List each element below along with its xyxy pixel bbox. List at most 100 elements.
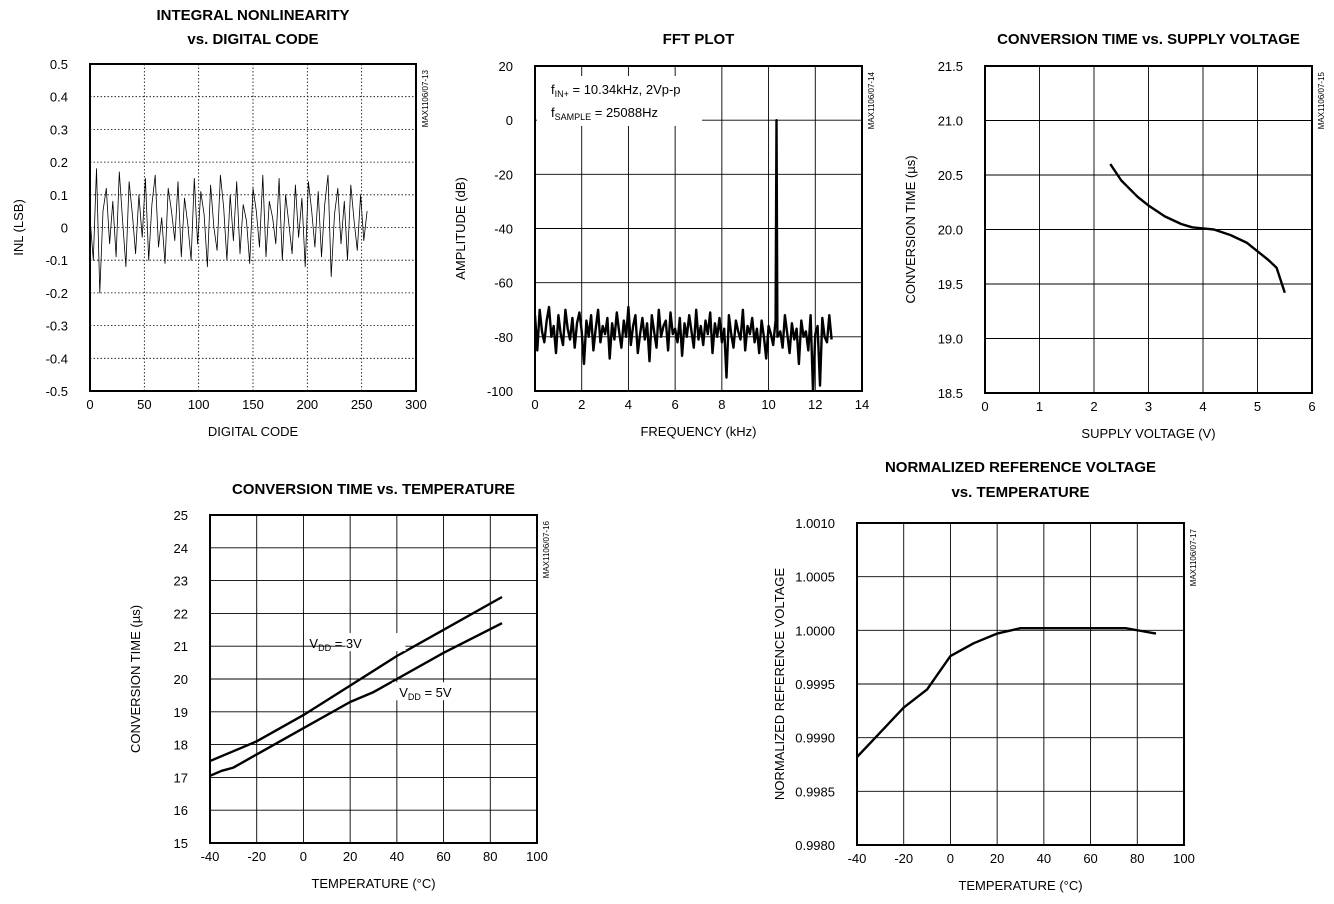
x-tick-label: 6 [1308, 399, 1315, 414]
chart-inl: INTEGRAL NONLINEARITY vs. DIGITAL CODE 0 50… [11, 7, 430, 439]
x-tick-label: 8 [718, 397, 725, 412]
x-axis-label: TEMPERATURE (°C) [958, 878, 1082, 893]
x-tick-label: 100 [526, 849, 548, 864]
series-line-1 [535, 118, 833, 391]
y-tick-label: 22 [174, 606, 188, 621]
plot-frame [984, 65, 1313, 394]
series-line-1 [210, 595, 503, 763]
x-tick-label: 200 [296, 397, 318, 412]
y-tick-label: 18 [174, 738, 188, 753]
y-tick-label: -0.5 [46, 384, 68, 399]
y-tick-label: 17 [174, 770, 188, 785]
series-label-bg [392, 682, 465, 701]
y-tick-label: 0.4 [50, 90, 68, 105]
x-tick-label: 50 [137, 397, 151, 412]
y-tick-label: 21.0 [938, 114, 963, 129]
x-tick-label: -20 [894, 851, 913, 866]
x-tick-label: 0 [531, 397, 538, 412]
x-tick-label: 14 [855, 397, 869, 412]
x-tick-label: -40 [201, 849, 220, 864]
y-tick-label: 15 [174, 836, 188, 851]
y-tick-label: 1.0010 [795, 516, 835, 531]
series-line-2 [210, 622, 503, 777]
series-line-1 [857, 627, 1157, 758]
figure-code: MAX1106/07-13 [421, 69, 430, 127]
y-tick-label: 0.3 [50, 122, 68, 137]
y-tick-label: -0.2 [46, 286, 68, 301]
x-tick-label: 20 [990, 851, 1004, 866]
chart-cttemp: CONVERSION TIME vs. TEMPERATURE -40 -20 0 20… [128, 481, 551, 891]
x-tick-label: 4 [625, 397, 632, 412]
plot-frame [89, 63, 417, 392]
y-tick-label: 0.5 [50, 57, 68, 72]
series-label-vdd-3v: VDD = 3V [309, 636, 362, 653]
x-tick-label: 10 [761, 397, 775, 412]
x-tick-label: 40 [1037, 851, 1051, 866]
x-axis-label: TEMPERATURE (°C) [311, 876, 435, 891]
y-tick-label: -100 [487, 384, 513, 399]
x-tick-label: 20 [343, 849, 357, 864]
x-axis-label: SUPPLY VOLTAGE (V) [1081, 426, 1215, 441]
x-tick-label: 12 [808, 397, 822, 412]
x-axis-label: FREQUENCY (kHz) [640, 424, 756, 439]
y-tick-label: 20 [499, 59, 513, 74]
y-tick-label: 1.0005 [795, 570, 835, 585]
fft-annotation: fSAMPLE = 25088Hz [551, 105, 658, 122]
series-label-bg [345, 633, 406, 652]
y-tick-label: -60 [494, 276, 513, 291]
y-tick-label: 0.9990 [795, 731, 835, 746]
x-tick-label: 80 [1130, 851, 1144, 866]
plot-frame [534, 65, 863, 392]
x-tick-label: 3 [1145, 399, 1152, 414]
x-tick-label: -20 [247, 849, 266, 864]
y-tick-label: -0.1 [46, 253, 68, 268]
x-tick-label: 100 [1173, 851, 1195, 866]
y-tick-label: 0 [506, 113, 513, 128]
y-tick-label: -20 [494, 167, 513, 182]
x-tick-label: 300 [405, 397, 427, 412]
x-tick-label: 2 [1090, 399, 1097, 414]
chart-title: CONVERSION TIME vs. TEMPERATURE [232, 481, 515, 498]
y-tick-label: 0.9980 [795, 838, 835, 853]
x-tick-label: 100 [188, 397, 210, 412]
y-tick-label: 19 [174, 705, 188, 720]
x-tick-label: 0 [300, 849, 307, 864]
x-tick-label: 1 [1036, 399, 1043, 414]
x-tick-label: 250 [351, 397, 373, 412]
series-label-vdd-5v: VDD = 5V [399, 685, 452, 702]
y-tick-label: -0.4 [46, 351, 68, 366]
y-axis-label: NORMALIZED REFERENCE VOLTAGE [772, 568, 787, 800]
x-tick-label: -40 [848, 851, 867, 866]
y-tick-label: 0.2 [50, 155, 68, 170]
y-tick-label: 20 [174, 672, 188, 687]
chart-title: CONVERSION TIME vs. SUPPLY VOLTAGE [997, 31, 1300, 48]
y-tick-label: 20.0 [938, 223, 963, 238]
x-tick-label: 6 [672, 397, 679, 412]
x-tick-label: 5 [1254, 399, 1261, 414]
y-tick-label: 21 [174, 639, 188, 654]
y-tick-label: 0.1 [50, 188, 68, 203]
x-tick-label: 2 [578, 397, 585, 412]
chart-title: FFT PLOT [663, 31, 735, 48]
x-tick-label: 40 [390, 849, 404, 864]
chart-title: INTEGRAL NONLINEARITY [156, 7, 349, 24]
fft-annotation: fIN+ = 10.34kHz, 2Vp-p [551, 82, 681, 99]
y-tick-label: 24 [174, 541, 188, 556]
y-tick-label: -0.3 [46, 319, 68, 334]
y-tick-label: 1.0000 [795, 623, 835, 638]
figure-code: MAX1106/07-14 [867, 71, 876, 129]
y-tick-label: 0 [61, 221, 68, 236]
y-tick-label: -80 [494, 330, 513, 345]
y-tick-label: 16 [174, 803, 188, 818]
plot-frame [856, 522, 1185, 846]
x-tick-label: 150 [242, 397, 264, 412]
y-axis-label: CONVERSION TIME (µs) [903, 155, 918, 303]
x-tick-label: 60 [436, 849, 450, 864]
x-axis-label: DIGITAL CODE [208, 424, 299, 439]
chart-title: vs. TEMPERATURE [951, 484, 1089, 501]
y-tick-label: 19.5 [938, 277, 963, 292]
y-tick-label: 0.9995 [795, 677, 835, 692]
y-tick-label: 23 [174, 574, 188, 589]
plot-frame [209, 514, 538, 844]
